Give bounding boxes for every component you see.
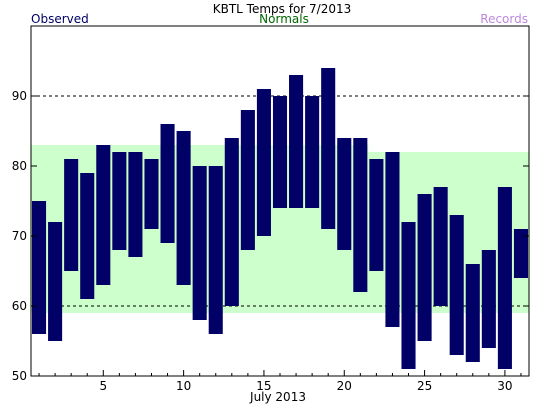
observed-bar-day-17: [289, 75, 304, 208]
observed-bar-day-26: [433, 187, 448, 306]
observed-bar-day-3: [64, 159, 79, 271]
observed-bar-day-6: [112, 152, 127, 250]
observed-bar-day-13: [224, 138, 239, 306]
observed-bar-day-30: [497, 187, 512, 369]
observed-bar-day-29: [481, 250, 496, 348]
chart-title: KBTL Temps for 7/2013: [213, 2, 352, 16]
legend-normals: Normals: [259, 12, 309, 26]
y-tick-label-80: 80: [12, 159, 27, 173]
observed-bar-day-16: [272, 96, 288, 208]
x-tick-label-30: 30: [497, 379, 512, 393]
x-tick-label-20: 20: [337, 379, 352, 393]
y-tick-label-70: 70: [12, 229, 27, 243]
y-tick-label-90: 90: [12, 89, 27, 103]
observed-bar-day-19: [321, 68, 336, 229]
observed-bar-day-14: [240, 110, 255, 250]
x-tick-label-25: 25: [417, 379, 432, 393]
observed-bar-day-25: [417, 194, 432, 341]
observed-bar-day-20: [337, 138, 352, 250]
observed-bar-day-12: [208, 166, 223, 334]
legend-observed: Observed: [31, 12, 89, 26]
x-tick-label-10: 10: [176, 379, 191, 393]
legend-records: Records: [480, 12, 528, 26]
observed-bars: [32, 68, 528, 369]
observed-bar-day-24: [401, 222, 416, 369]
observed-bar-day-18: [305, 96, 320, 208]
observed-bar-day-5: [96, 145, 111, 285]
x-tick-label-5: 5: [99, 379, 107, 393]
observed-bar-day-10: [176, 131, 191, 285]
y-tick-label-60: 60: [12, 299, 27, 313]
observed-bar-day-4: [80, 173, 95, 299]
y-tick-label-50: 50: [12, 369, 27, 383]
x-axis-label: July 2013: [249, 390, 306, 404]
observed-bar-day-31: [513, 229, 528, 278]
observed-bar-day-2: [48, 222, 63, 341]
observed-bar-day-11: [192, 166, 207, 320]
y-axis-ticks: 50 60 70 80 90: [12, 89, 529, 383]
observed-bar-day-1: [32, 201, 47, 334]
observed-bar-day-27: [449, 215, 464, 355]
observed-bar-day-15: [256, 89, 271, 236]
observed-bar-day-9: [160, 124, 175, 243]
observed-bar-day-28: [465, 264, 480, 362]
observed-bar-day-8: [144, 159, 159, 229]
x-axis-ticks: 5 10 15 20 25 30: [38, 370, 522, 393]
observed-bar-day-23: [385, 152, 400, 327]
observed-bar-day-7: [128, 152, 143, 257]
observed-bar-day-22: [369, 159, 384, 271]
observed-bar-day-21: [353, 138, 368, 292]
x-tick-label-15: 15: [256, 379, 271, 393]
